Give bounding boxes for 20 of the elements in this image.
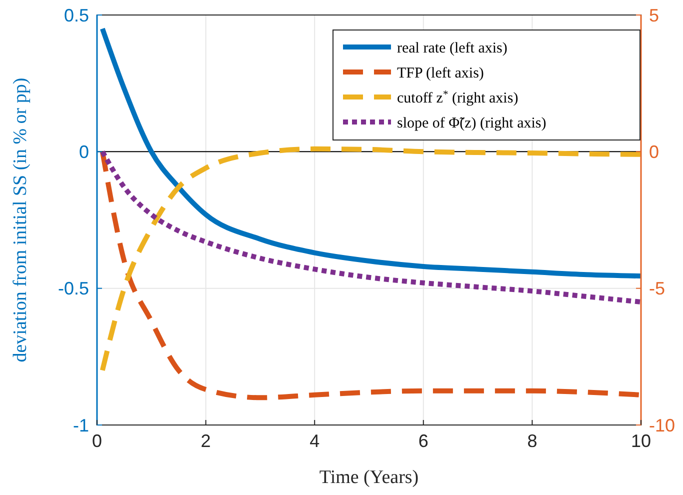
y-axis-title: deviation from initial SS (in % or pp) <box>10 78 31 362</box>
legend-label: TFP (left axis) <box>397 65 484 82</box>
x-axis-title: Time (Years) <box>319 467 419 488</box>
legend-label: slope of Φ̃(z) (right axis) <box>397 115 546 132</box>
y2-tick-label: -10 <box>649 415 676 436</box>
y-tick-label: -1 <box>72 415 89 436</box>
legend-label: real rate (left axis) <box>397 40 508 56</box>
legend-label: cutoff z$^{*}$ (right axis) <box>397 88 518 106</box>
x-tick-label: 4 <box>310 431 320 451</box>
x-tick-label: 6 <box>418 431 428 451</box>
x-tick-label: 0 <box>92 431 102 451</box>
x-tick-label: 8 <box>527 431 538 451</box>
x-tick-label: 10 <box>630 431 652 451</box>
y2-tick-label: 5 <box>649 5 660 26</box>
y-tick-label: 0.5 <box>64 5 89 26</box>
y2-tick-label: 0 <box>649 142 660 162</box>
y-tick-label: 0 <box>78 142 89 162</box>
y-tick-label: -0.5 <box>58 278 89 299</box>
x-tick-label: 2 <box>200 431 211 451</box>
y2-tick-label: -5 <box>649 278 666 299</box>
